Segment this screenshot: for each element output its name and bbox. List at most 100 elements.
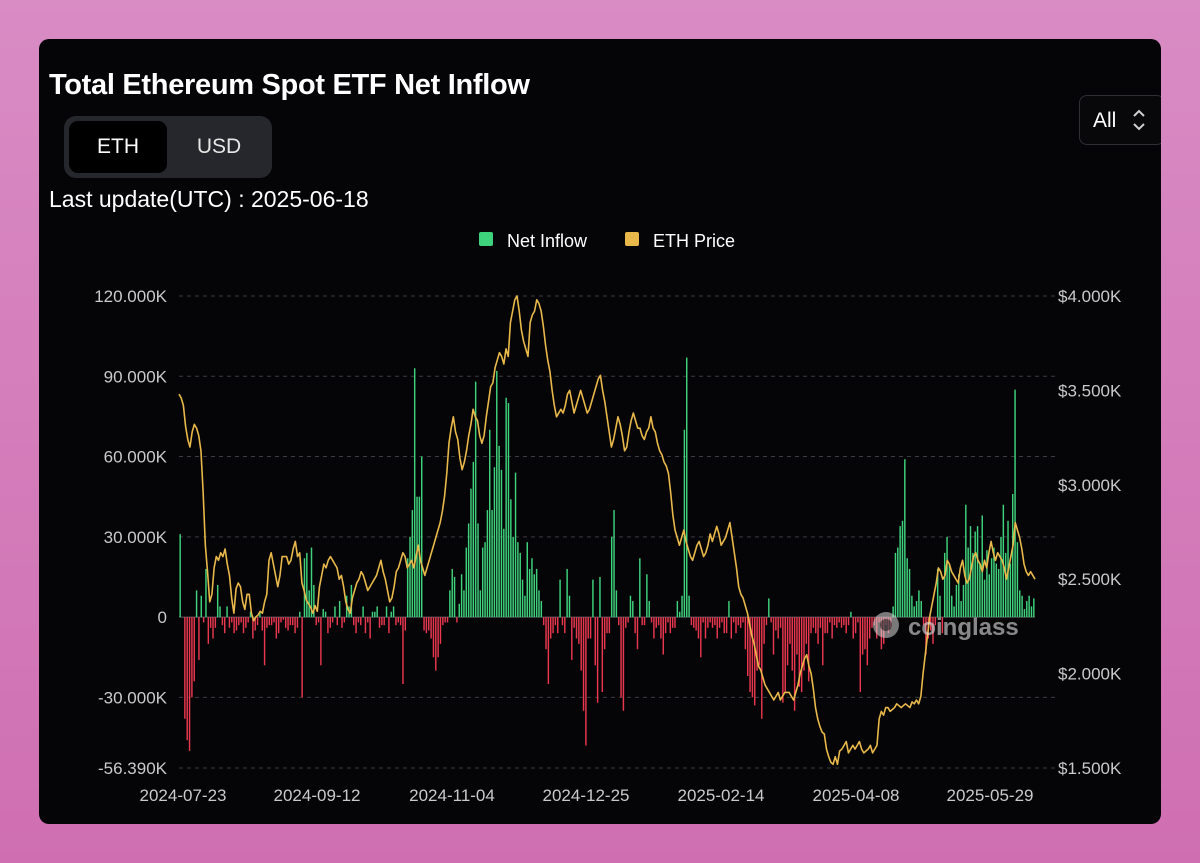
inflow-bar xyxy=(920,601,922,618)
inflow-bar xyxy=(322,609,324,618)
inflow-bar xyxy=(770,617,772,623)
inflow-bar xyxy=(343,617,346,623)
inflow-bar xyxy=(207,617,210,644)
inflow-bar xyxy=(709,617,711,623)
inflow-bar xyxy=(477,523,479,618)
inflow-bar xyxy=(280,617,282,623)
y-right-tick-label: $2.000K xyxy=(1058,665,1122,684)
inflow-bar xyxy=(723,617,725,634)
inflow-bar xyxy=(336,617,339,626)
inflow-bar xyxy=(266,617,268,628)
inflow-bar xyxy=(826,617,829,634)
inflow-bar xyxy=(256,617,259,626)
inflow-bar xyxy=(711,617,714,628)
toggle-usd-button[interactable]: USD xyxy=(196,135,242,158)
inflow-bar xyxy=(331,617,334,623)
inflow-bar xyxy=(608,617,611,634)
inflow-bar xyxy=(793,617,796,711)
inflow-bar xyxy=(660,617,662,639)
inflow-bar xyxy=(789,617,791,644)
inflow-bar xyxy=(559,579,561,618)
inflow-bar xyxy=(847,617,850,626)
inflow-bar xyxy=(221,617,224,626)
inflow-bar xyxy=(852,617,854,639)
inflow-bar xyxy=(425,617,428,634)
inflow-bar xyxy=(798,617,801,687)
inflow-bar xyxy=(557,617,559,634)
toggle-eth-button[interactable]: ETH xyxy=(69,121,167,173)
inflow-bar xyxy=(442,617,444,626)
inflow-bar xyxy=(716,617,718,639)
inflow-bar xyxy=(524,595,526,618)
inflow-bar xyxy=(674,617,676,628)
inflow-bar xyxy=(697,617,700,639)
inflow-bar xyxy=(352,617,355,626)
inflow-bar xyxy=(892,606,894,618)
inflow-bar xyxy=(568,595,571,618)
inflow-bar xyxy=(486,510,489,618)
inflow-bar xyxy=(289,617,292,626)
y-right-tick-label: $3.000K xyxy=(1058,476,1122,495)
inflow-bar xyxy=(690,617,693,626)
inflow-bar xyxy=(812,617,815,628)
inflow-bar xyxy=(791,617,793,671)
inflow-bar xyxy=(868,617,871,639)
inflow-bar xyxy=(953,606,955,618)
inflow-bar xyxy=(493,467,496,618)
inflow-bar xyxy=(416,496,418,618)
last-update-text: Last update(UTC) : 2025-06-18 xyxy=(49,186,369,212)
inflow-bar xyxy=(925,617,927,655)
inflow-bar xyxy=(836,617,838,628)
inflow-bar xyxy=(578,617,580,644)
inflow-bar xyxy=(198,617,200,660)
inflow-bar xyxy=(615,590,618,618)
inflow-bar xyxy=(545,617,547,650)
inflow-bar xyxy=(1030,606,1033,618)
inflow-bar xyxy=(195,590,198,618)
inflow-bar xyxy=(601,617,604,693)
legend-label-0: Net Inflow xyxy=(507,231,588,251)
inflow-bar xyxy=(688,595,690,618)
inflow-bar xyxy=(981,515,983,618)
inflow-bar xyxy=(627,617,629,623)
inflow-bar xyxy=(252,617,254,639)
inflow-bar xyxy=(456,617,458,623)
inflow-bar xyxy=(955,585,958,618)
inflow-bar xyxy=(702,617,704,623)
inflow-bar xyxy=(470,488,472,618)
inflow-bar xyxy=(1002,504,1005,618)
inflow-bar xyxy=(263,617,266,666)
inflow-bar xyxy=(1016,542,1019,618)
inflow-bar xyxy=(850,611,852,618)
y-right-tick-label: $3.500K xyxy=(1058,381,1122,400)
inflow-bar xyxy=(979,563,981,618)
inflow-bar xyxy=(219,606,221,618)
inflow-bar xyxy=(474,381,477,618)
y-right-tick-label: $1.500K xyxy=(1058,759,1122,778)
inflow-bar xyxy=(449,590,451,618)
inflow-bar xyxy=(707,617,709,628)
inflow-bar xyxy=(833,617,836,626)
inflow-bar xyxy=(453,576,456,618)
inflow-bar xyxy=(320,617,322,666)
inflow-bar xyxy=(406,558,409,618)
range-select[interactable]: All xyxy=(1079,95,1161,145)
inflow-bar xyxy=(911,595,913,618)
inflow-bar xyxy=(1004,552,1007,618)
inflow-bar xyxy=(224,617,226,634)
inflow-bar xyxy=(496,370,498,618)
inflow-bar xyxy=(739,617,742,628)
inflow-bar xyxy=(575,617,578,639)
inflow-bar xyxy=(270,617,273,626)
inflow-bar xyxy=(683,429,686,618)
x-tick-label: 2024-07-23 xyxy=(140,786,227,805)
legend: Net Inflow ETH Price xyxy=(479,231,735,251)
inflow-bar xyxy=(310,547,313,618)
inflow-bar xyxy=(650,617,653,623)
inflow-bar xyxy=(906,558,908,618)
inflow-bar xyxy=(742,617,744,623)
inflow-bar xyxy=(296,617,299,628)
inflow-bar xyxy=(254,617,256,631)
inflow-bar xyxy=(528,568,531,618)
inflow-bar xyxy=(908,568,911,618)
